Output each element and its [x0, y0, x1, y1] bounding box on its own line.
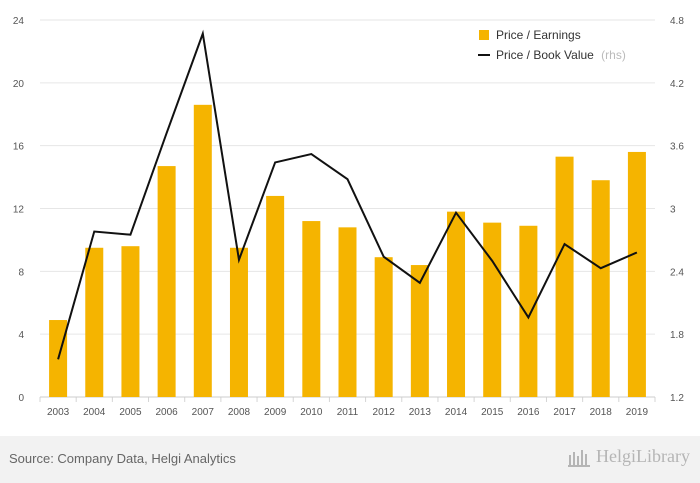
source-text: Source: Company Data, Helgi Analytics — [9, 451, 236, 466]
right-tick-label: 3.6 — [670, 142, 684, 153]
x-tick-label: 2008 — [228, 407, 251, 418]
brand-name: HelgiLibrary — [596, 446, 690, 466]
left-tick-label: 12 — [13, 205, 25, 216]
x-tick-label: 2014 — [445, 407, 468, 418]
left-tick-label: 24 — [13, 16, 25, 27]
right-axis: 1.2 1.8 2.4 3 3.6 4.2 4.8 — [670, 16, 684, 404]
x-tick-label: 2017 — [553, 407, 576, 418]
right-tick-label: 3 — [670, 205, 676, 216]
x-tick-label: 2007 — [192, 407, 215, 418]
x-tick-label: 2018 — [590, 407, 613, 418]
legend-label-price-book: Price / Book Value (rhs) — [496, 48, 626, 62]
x-tick-label: 2012 — [373, 407, 396, 418]
right-tick-label: 4.8 — [670, 16, 684, 27]
x-tick-label: 2015 — [481, 407, 504, 418]
left-tick-label: 16 — [13, 142, 25, 153]
bar-price-earnings — [121, 246, 140, 397]
bar-series — [49, 104, 646, 397]
bar-price-earnings — [519, 225, 538, 397]
x-tick-label: 2006 — [155, 407, 178, 418]
right-tick-label: 1.2 — [670, 393, 684, 404]
bar-price-earnings — [302, 221, 321, 397]
x-tick-label: 2016 — [517, 407, 540, 418]
brand-logo: HelgiLibrary — [568, 446, 690, 467]
bar-price-earnings — [555, 156, 574, 397]
chart: 0 4 8 12 16 20 24 1.2 1.8 2.4 3 3.6 4.2 4.8 2003 2004… — [13, 16, 684, 418]
bar-price-earnings — [85, 247, 104, 397]
legend-label-price-earnings: Price / Earnings — [496, 28, 581, 42]
x-tick-label: 2003 — [47, 407, 70, 418]
x-tick-label: 2013 — [409, 407, 432, 418]
bar-price-earnings — [591, 180, 610, 397]
right-tick-label: 4.2 — [670, 79, 684, 90]
bar-price-earnings — [374, 257, 393, 397]
left-tick-label: 0 — [18, 393, 24, 404]
bar-price-earnings — [483, 222, 502, 397]
bar-price-earnings — [229, 247, 248, 397]
footer: Source: Company Data, Helgi Analytics He… — [0, 436, 700, 483]
bar-price-earnings — [157, 166, 176, 397]
bar-price-earnings — [410, 265, 429, 397]
left-tick-label: 8 — [18, 267, 24, 278]
x-tick-label: 2010 — [300, 407, 323, 418]
bar-price-earnings — [447, 211, 466, 397]
legend-swatch-price-earnings — [479, 30, 489, 40]
bar-price-earnings — [627, 151, 646, 397]
bar-price-earnings — [193, 104, 212, 397]
x-tick-label: 2009 — [264, 407, 287, 418]
bar-price-earnings — [266, 195, 285, 397]
library-icon — [568, 449, 591, 467]
x-tick-label: 2004 — [83, 407, 106, 418]
left-tick-label: 4 — [18, 330, 24, 341]
grid-lines — [39, 19, 656, 402]
right-tick-label: 1.8 — [670, 330, 684, 341]
right-tick-label: 2.4 — [670, 267, 684, 278]
bar-price-earnings — [338, 227, 357, 397]
x-axis: 2003 2004 2005 2006 2007 2008 2009 2010 2011 2012… — [47, 407, 649, 418]
legend-label-rhs-note: (rhs) — [601, 48, 626, 62]
x-tick-label: 2005 — [119, 407, 142, 418]
x-tick-label: 2019 — [626, 407, 649, 418]
left-tick-label: 20 — [13, 79, 25, 90]
legend: Price / Earnings Price / Book Value (rhs… — [478, 28, 626, 62]
left-axis: 0 4 8 12 16 20 24 — [13, 16, 25, 404]
legend-label-price-book-text: Price / Book Value — [496, 48, 594, 62]
x-tick-label: 2011 — [337, 407, 359, 418]
line-series — [57, 29, 638, 360]
